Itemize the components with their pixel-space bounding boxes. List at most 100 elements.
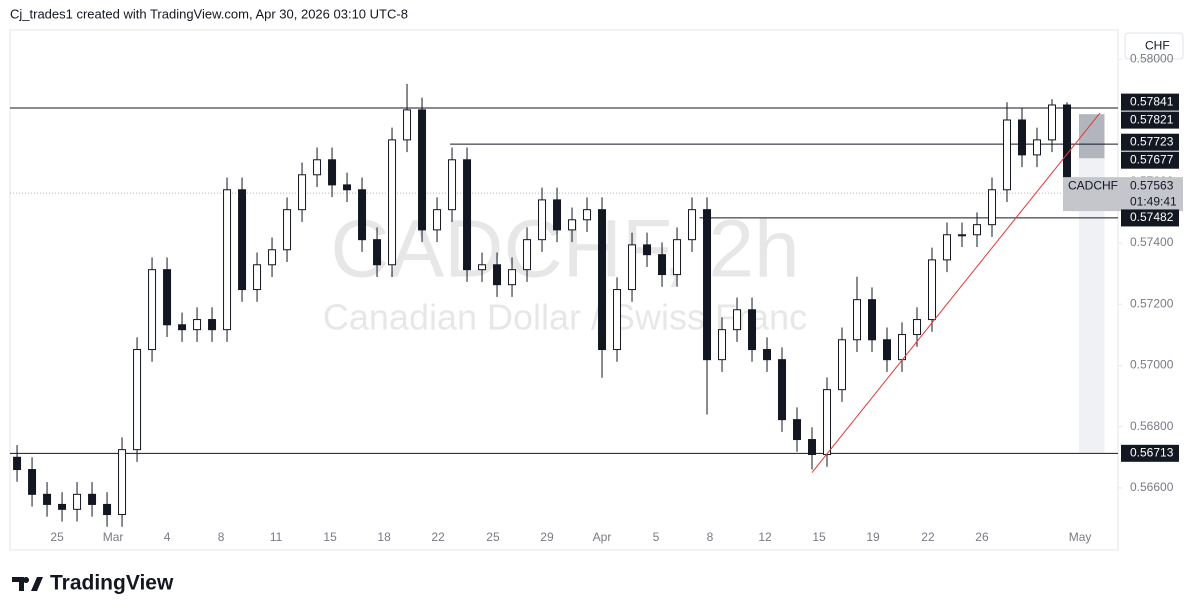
logo: TradingView: [12, 572, 174, 595]
x-tick-label: 25: [50, 530, 64, 544]
x-tick-label: 29: [540, 530, 554, 544]
candle-body: [163, 269, 172, 326]
candle-body: [463, 159, 472, 271]
candle-body: [1003, 119, 1012, 191]
candle-body: [553, 199, 562, 231]
price-label: 0.57677: [1130, 152, 1174, 166]
price-label-box: [1121, 209, 1179, 227]
current-symbol: CADCHF: [1068, 178, 1118, 192]
candle-body: [433, 209, 442, 231]
candle-body: [568, 219, 577, 231]
price-label-box: [1121, 151, 1179, 169]
candle-body: [58, 503, 67, 510]
price-label-box: [1121, 93, 1179, 111]
candle-body: [928, 259, 937, 321]
x-tick-label: 15: [812, 530, 826, 544]
candle-body: [268, 249, 277, 266]
candle-body: [658, 254, 667, 276]
x-tick-label: 8: [218, 530, 225, 544]
y-tick-label: 0.57000: [1130, 358, 1174, 372]
candle-body: [1018, 119, 1027, 156]
candle-body: [403, 109, 412, 141]
candle-body: [718, 329, 727, 361]
candle-body: [148, 269, 157, 351]
candle-body: [103, 503, 112, 516]
candle-body: [223, 189, 232, 331]
candle-body: [448, 159, 457, 211]
candle-body: [703, 209, 712, 361]
candle-body: [748, 309, 757, 351]
currency-button[interactable]: [1124, 32, 1184, 60]
x-tick-label: 22: [431, 530, 445, 544]
candle-body: [508, 269, 517, 286]
candle-body: [253, 264, 262, 291]
candle-body: [733, 309, 742, 331]
candle-body: [538, 199, 547, 241]
candle-body: [133, 349, 142, 451]
y-tick-label: 0.56800: [1130, 419, 1174, 433]
candle-body: [793, 419, 802, 441]
candle-body: [943, 234, 952, 261]
price-label-box: [1121, 133, 1179, 151]
candle-body: [598, 209, 607, 351]
currency[interactable]: CHF: [1145, 39, 1170, 53]
candle-body: [778, 359, 787, 421]
candle-body: [313, 159, 322, 176]
x-tick-label: 5: [653, 530, 660, 544]
y-tick-label: 0.58000: [1130, 52, 1174, 66]
x-tick-label: Apr: [593, 530, 612, 544]
candle-body: [118, 449, 127, 516]
y-tick-label: 0.57400: [1130, 235, 1174, 249]
candle-body: [208, 319, 217, 331]
candle-body: [283, 209, 292, 251]
x-tick-label: 19: [866, 530, 880, 544]
candle-body: [988, 189, 997, 226]
watermark-title: CADCHF, 2h: [330, 204, 799, 295]
candle-body: [763, 349, 772, 361]
candle-body: [343, 184, 352, 191]
candle-body: [298, 174, 307, 211]
candle-body: [193, 319, 202, 331]
price-label: 0.57821: [1130, 112, 1174, 126]
candle-body: [583, 209, 592, 221]
x-tick-label: 25: [486, 530, 500, 544]
candle-body: [373, 239, 382, 266]
price-label: 0.57482: [1130, 210, 1174, 224]
candle-body: [238, 189, 247, 291]
y-tick-label: 0.57200: [1130, 296, 1174, 310]
header: Cj_trades1 created with TradingView.com,…: [10, 6, 408, 21]
candle-body: [823, 389, 832, 456]
y-tick-label: 0.56600: [1130, 480, 1174, 494]
candle-body: [868, 299, 877, 341]
candle-body: [88, 493, 97, 505]
x-tick-label: 11: [270, 530, 283, 544]
candle-body: [973, 224, 982, 236]
candle-body: [673, 239, 682, 276]
candle-body: [13, 456, 22, 471]
brand: TradingView: [50, 572, 174, 595]
candle-body: [808, 439, 817, 456]
watermark-subtitle: Canadian Dollar / Swiss Franc: [323, 297, 807, 338]
candle-body: [613, 289, 622, 351]
candle-body: [388, 139, 397, 266]
candle-body: [643, 244, 652, 256]
candle-body: [1033, 139, 1042, 156]
candle-body: [958, 234, 967, 237]
candle-body: [883, 339, 892, 361]
candle-body: [493, 264, 502, 286]
x-tick-label: Mar: [103, 530, 124, 544]
candle-body: [358, 189, 367, 241]
x-tick-label: 4: [164, 530, 171, 544]
candle-body: [853, 299, 862, 341]
x-tick-label: 18: [377, 530, 391, 544]
current-price: 0.57563: [1130, 178, 1174, 192]
zone: [1079, 114, 1105, 159]
logo-icon: [12, 577, 43, 591]
price-label-box: [1121, 444, 1179, 462]
price-label-box: [1121, 111, 1179, 129]
candle-body: [43, 493, 52, 505]
candle-body: [898, 334, 907, 361]
candle-body: [28, 469, 37, 495]
price-label: 0.57723: [1130, 134, 1174, 148]
